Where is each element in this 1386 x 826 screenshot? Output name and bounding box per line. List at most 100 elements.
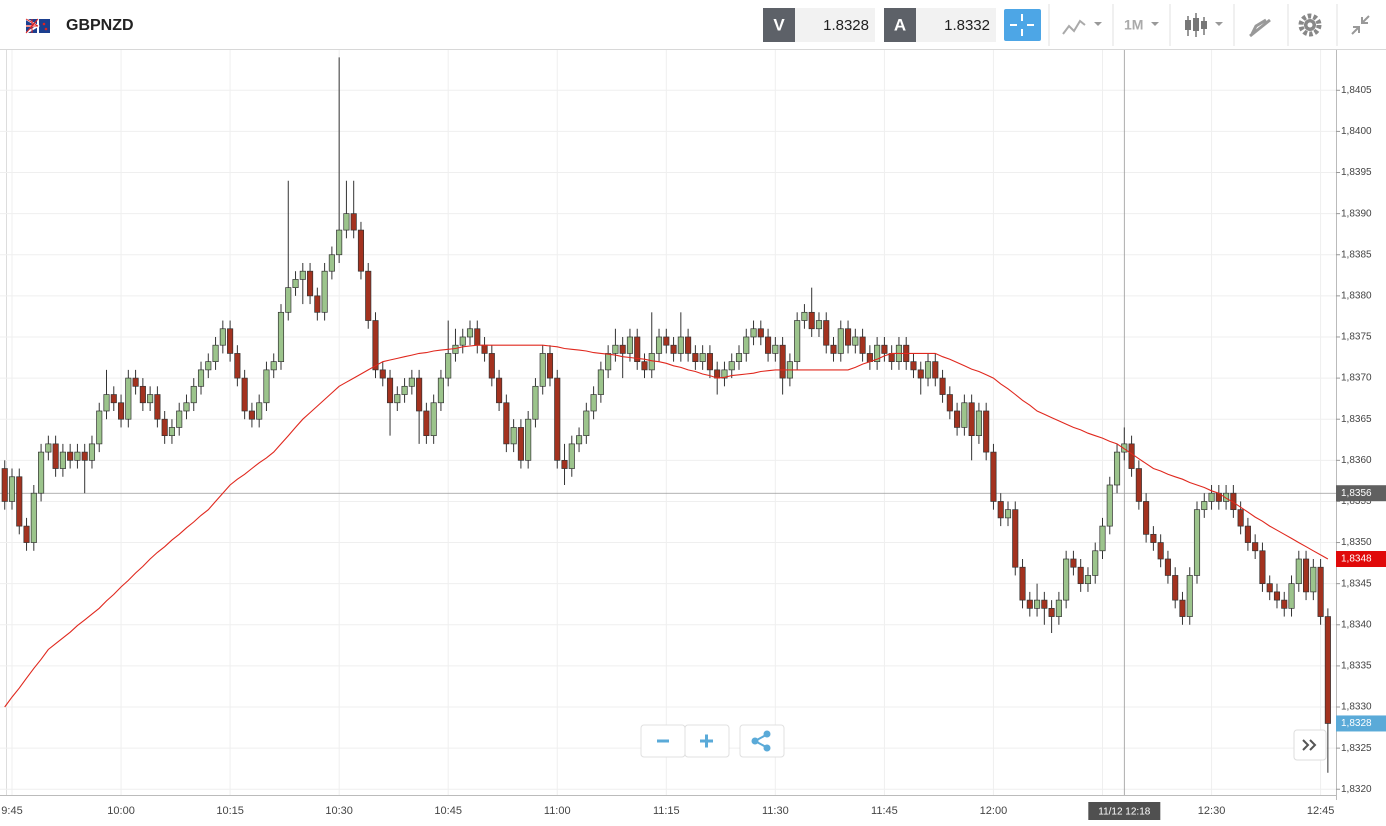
x-tick-label: 10:00 <box>107 805 135 817</box>
candle-body <box>670 344 677 354</box>
candle-body <box>125 377 132 420</box>
candle-body <box>1026 599 1033 609</box>
x-tick-label: 12:30 <box>1198 805 1226 817</box>
candle-body <box>161 418 168 437</box>
ask-box[interactable] <box>916 8 996 42</box>
candle-body <box>554 377 561 461</box>
bid-box[interactable] <box>795 8 875 42</box>
overlay <box>640 724 1327 761</box>
candle-body <box>1303 558 1310 593</box>
candle-body <box>866 353 873 363</box>
share-button[interactable] <box>739 724 785 758</box>
timeframe[interactable]: 1M <box>1124 17 1143 33</box>
candle-body <box>772 344 779 354</box>
x-tick-label: 12:00 <box>980 805 1008 817</box>
candle-body <box>1295 558 1302 585</box>
candle-body <box>416 377 423 412</box>
candle-body <box>1157 542 1164 560</box>
candle-body <box>1172 575 1179 601</box>
moving-average-line <box>4 344 1329 708</box>
candle-body <box>626 336 634 354</box>
x-tick-label: 9:45 <box>1 805 22 817</box>
price-marker-label: 1,8328 <box>1341 718 1372 729</box>
candle-body <box>605 353 612 371</box>
scroll-end-button[interactable] <box>1293 729 1327 761</box>
candle-body <box>1004 509 1012 519</box>
bid-price: 1.8328 <box>823 17 869 34</box>
candle-body <box>1113 451 1121 486</box>
price-marker <box>1336 715 1386 732</box>
y-tick-label: 1,8345 <box>1341 578 1372 589</box>
plot <box>0 50 1336 795</box>
candle-body <box>241 377 248 412</box>
candle-body <box>721 369 728 379</box>
candle-body <box>139 385 146 404</box>
header-bar <box>0 0 1386 49</box>
candle-body <box>728 361 735 371</box>
candle-body <box>67 451 74 461</box>
candle-body <box>1179 599 1186 617</box>
candle-body <box>1317 566 1324 617</box>
chart-type-button[interactable] <box>1062 19 1102 35</box>
candle-body <box>852 336 859 346</box>
crosshair-time-box <box>1088 802 1161 820</box>
candle-body <box>234 353 241 379</box>
settings-button[interactable] <box>1298 13 1322 37</box>
candle-body <box>350 213 357 231</box>
candle-body <box>1048 607 1055 617</box>
bid-badge[interactable] <box>763 8 795 42</box>
candle-body <box>132 377 139 387</box>
candle-body <box>837 328 844 354</box>
candle-body <box>59 451 66 469</box>
draw-button[interactable] <box>1249 18 1271 38</box>
candle-body <box>212 344 219 363</box>
candle-body <box>227 328 234 354</box>
candle-body <box>1041 599 1048 609</box>
candle-body <box>8 476 16 502</box>
candle-body <box>1143 501 1150 535</box>
candle-body <box>357 229 365 272</box>
flag <box>25 18 50 34</box>
candle-body <box>23 525 30 543</box>
candle-body <box>968 402 975 437</box>
candle-body <box>365 270 372 321</box>
collapse-button[interactable] <box>1351 15 1370 35</box>
candle-body <box>743 336 750 354</box>
candle-body <box>1244 525 1251 543</box>
candle-body <box>1034 599 1041 609</box>
candle-body <box>248 410 255 420</box>
candle-body <box>496 377 503 404</box>
candle-body <box>183 402 190 412</box>
ask-badge[interactable] <box>884 8 916 42</box>
zoom-out-button[interactable] <box>640 724 686 758</box>
candle-body <box>801 311 808 321</box>
candle-body <box>299 270 306 280</box>
candle-body <box>1164 558 1171 576</box>
x-tick-label: 10:45 <box>434 805 462 817</box>
candle-body <box>466 328 474 338</box>
candle-body <box>888 353 895 363</box>
candle-body <box>692 353 699 363</box>
symbol: GBPNZD <box>66 17 134 34</box>
candle-body <box>459 336 466 346</box>
candle-body <box>154 394 161 420</box>
candle-style-button[interactable] <box>1185 13 1223 37</box>
x-tick-label: 10:30 <box>325 805 353 817</box>
candle-body <box>445 353 452 379</box>
candle-body <box>874 344 881 363</box>
candle-body <box>168 427 175 437</box>
candle-body <box>750 328 757 338</box>
candle-body <box>1310 566 1317 593</box>
crosshair-button[interactable] <box>1004 9 1041 41</box>
y-tick-label: 1,8385 <box>1341 249 1372 260</box>
zoom-in-button[interactable] <box>684 724 730 758</box>
candle-body <box>685 336 692 354</box>
y-tick-label: 1,8360 <box>1341 455 1372 466</box>
candle-body <box>532 385 539 420</box>
candle-body <box>96 410 103 445</box>
candle-body <box>765 336 772 354</box>
candle-body <box>663 336 670 346</box>
candle-body <box>481 344 488 354</box>
candle-body <box>430 402 437 437</box>
